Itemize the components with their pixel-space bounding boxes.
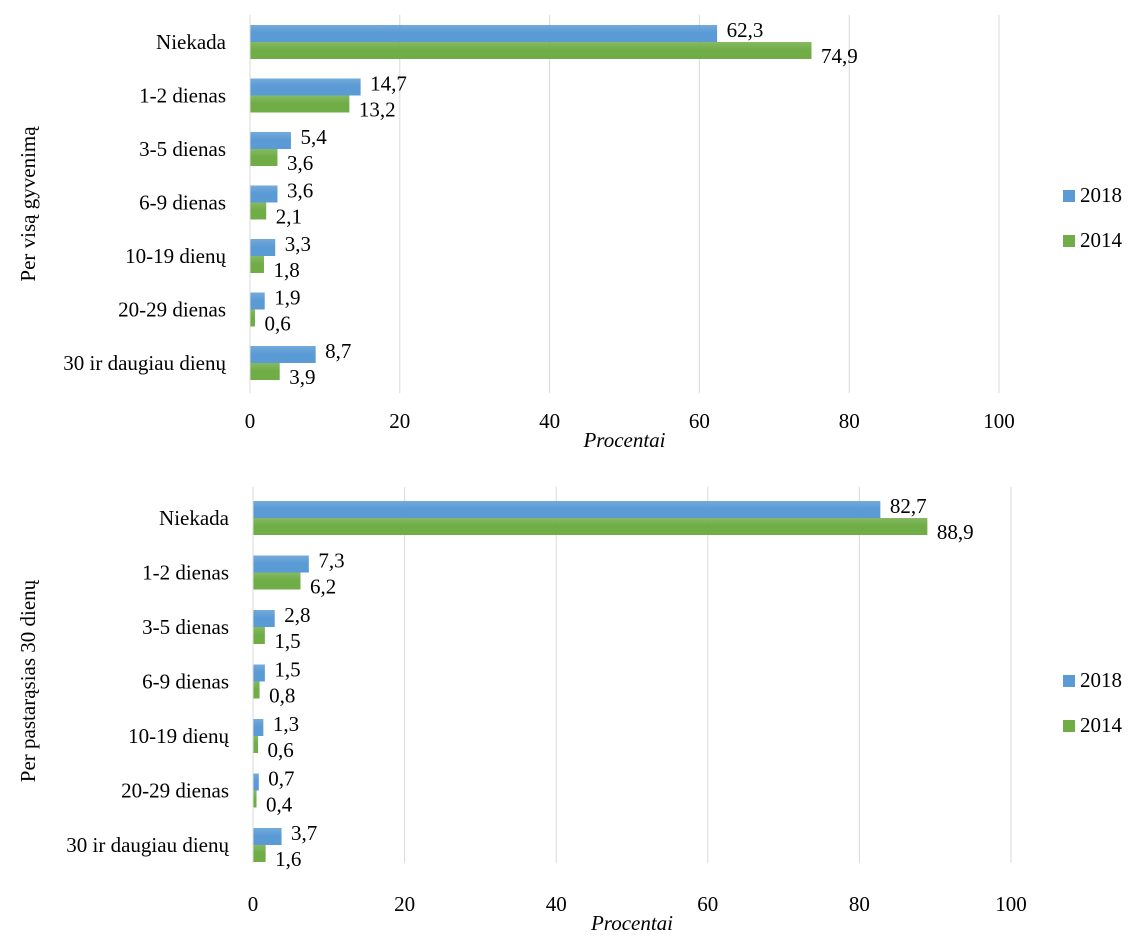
chart-last-30-days-svg: 0 20 40 60 80 100 Niekada 82,7 88,9 1-2 dienas 7,3… — [16, 487, 1123, 935]
legend-label-2014: 2014 — [1080, 228, 1123, 252]
y-axis-title: Per visą gyvenimą — [16, 126, 40, 282]
bar-2018-1 — [250, 78, 361, 96]
bar-2014-4 — [250, 256, 264, 273]
data-label-2014: 6,2 — [310, 575, 336, 599]
category-label: 1-2 dienas — [139, 84, 226, 108]
legend-swatch-2018 — [1063, 190, 1075, 202]
data-label-2014: 3,6 — [287, 151, 313, 175]
bar-2018-6 — [253, 828, 282, 845]
x-tick-label: 60 — [689, 409, 710, 433]
x-tick-label: 80 — [839, 409, 860, 433]
data-label-2014: 88,9 — [937, 520, 974, 544]
data-label-2014: 74,9 — [821, 44, 858, 68]
data-label-2014: 0,4 — [266, 793, 293, 817]
bar-2018-0 — [253, 501, 881, 518]
category-label: 30 ir daugiau dienų — [63, 351, 226, 375]
legend-label-2018: 2018 — [1080, 183, 1122, 207]
bar-2018-3 — [250, 185, 278, 203]
category-label: 6-9 dienas — [139, 191, 226, 215]
bar-2014-2 — [250, 149, 278, 166]
bar-2014-0 — [253, 518, 928, 535]
data-label-2018: 1,5 — [274, 658, 300, 682]
legend-label-2018: 2018 — [1080, 668, 1122, 692]
bar-2018-0 — [250, 25, 718, 42]
data-label-2018: 0,7 — [268, 767, 294, 791]
bar-2014-1 — [250, 95, 350, 113]
data-label-2018: 14,7 — [370, 72, 407, 96]
category-label: 1-2 dienas — [142, 561, 229, 585]
x-axis-title: Procentai — [590, 911, 673, 934]
data-label-2014: 0,8 — [269, 684, 295, 708]
data-label-2018: 7,3 — [318, 549, 344, 573]
data-label-2014: 3,9 — [289, 365, 315, 389]
x-tick-label: 100 — [983, 409, 1015, 433]
category-label: 10-19 dienų — [128, 724, 229, 748]
data-label-2018: 82,7 — [890, 494, 927, 518]
bar-2014-3 — [250, 202, 267, 220]
bar-2014-1 — [253, 572, 301, 590]
data-label-2014: 2,1 — [276, 205, 302, 229]
bar-2018-6 — [250, 346, 316, 363]
chart-lifetime-svg: 0 20 40 60 80 100 Niekada 62,3 74,9 1-2 dienas 14,… — [16, 15, 1123, 452]
bar-2018-5 — [250, 292, 265, 310]
category-label: 20-29 dienas — [121, 779, 229, 803]
bar-2014-6 — [250, 363, 280, 380]
bar-2018-1 — [253, 555, 309, 573]
legend-swatch-2014 — [1063, 720, 1075, 732]
bar-2014-2 — [253, 627, 265, 644]
category-label: Niekada — [159, 506, 230, 530]
bar-2014-5 — [253, 790, 257, 808]
x-tick-label: 100 — [995, 892, 1027, 916]
legend-swatch-2014 — [1063, 235, 1075, 247]
bar-2014-3 — [253, 681, 260, 699]
category-label: 3-5 dienas — [142, 615, 229, 639]
bar-2018-2 — [250, 132, 291, 149]
chart-last-30-days: 0 20 40 60 80 100 Niekada 82,7 88,9 1-2 dienas 7,3… — [0, 467, 1137, 935]
data-label-2018: 5,4 — [300, 125, 327, 149]
x-tick-label: 0 — [245, 409, 256, 433]
bar-2014-5 — [250, 309, 255, 327]
data-label-2014: 0,6 — [268, 738, 294, 762]
category-label: Niekada — [156, 30, 227, 54]
data-label-2018: 3,7 — [291, 821, 317, 845]
x-tick-label: 40 — [546, 892, 567, 916]
x-tick-label: 60 — [697, 892, 718, 916]
data-label-2014: 0,6 — [264, 312, 290, 336]
data-label-2018: 3,6 — [287, 179, 313, 203]
bar-2018-5 — [253, 773, 259, 791]
bar-2014-6 — [253, 845, 266, 862]
legend-label-2014: 2014 — [1080, 713, 1123, 737]
data-label-2014: 13,2 — [359, 98, 396, 122]
bar-2014-0 — [250, 42, 812, 59]
category-label: 20-29 dienas — [118, 298, 226, 322]
bar-2014-4 — [253, 736, 259, 753]
bar-2018-2 — [253, 610, 275, 627]
data-label-2018: 62,3 — [727, 18, 764, 42]
legend-swatch-2018 — [1063, 675, 1075, 687]
x-tick-label: 20 — [389, 409, 410, 433]
data-label-2014: 1,6 — [275, 847, 301, 871]
data-label-2018: 1,3 — [273, 712, 299, 736]
bar-2018-4 — [250, 239, 276, 256]
x-axis-title: Procentai — [582, 428, 665, 452]
bar-2018-4 — [253, 719, 264, 736]
data-label-2018: 8,7 — [325, 339, 351, 363]
chart-lifetime: 0 20 40 60 80 100 Niekada 62,3 74,9 1-2 dienas 14,… — [0, 0, 1137, 467]
x-tick-label: 20 — [394, 892, 415, 916]
data-label-2018: 3,3 — [285, 232, 311, 256]
category-label: 30 ir daugiau dienų — [66, 833, 229, 857]
x-tick-label: 0 — [248, 892, 259, 916]
category-label: 3-5 dienas — [139, 137, 226, 161]
y-axis-title: Per pastarąsias 30 dienų — [16, 579, 40, 782]
x-tick-label: 40 — [539, 409, 560, 433]
category-label: 6-9 dienas — [142, 670, 229, 694]
data-label-2014: 1,8 — [273, 258, 299, 282]
data-label-2014: 1,5 — [274, 629, 300, 653]
x-tick-label: 80 — [849, 892, 870, 916]
data-label-2018: 2,8 — [284, 603, 310, 627]
data-label-2018: 1,9 — [274, 286, 300, 310]
bar-2018-3 — [253, 664, 265, 682]
category-label: 10-19 dienų — [125, 244, 226, 268]
